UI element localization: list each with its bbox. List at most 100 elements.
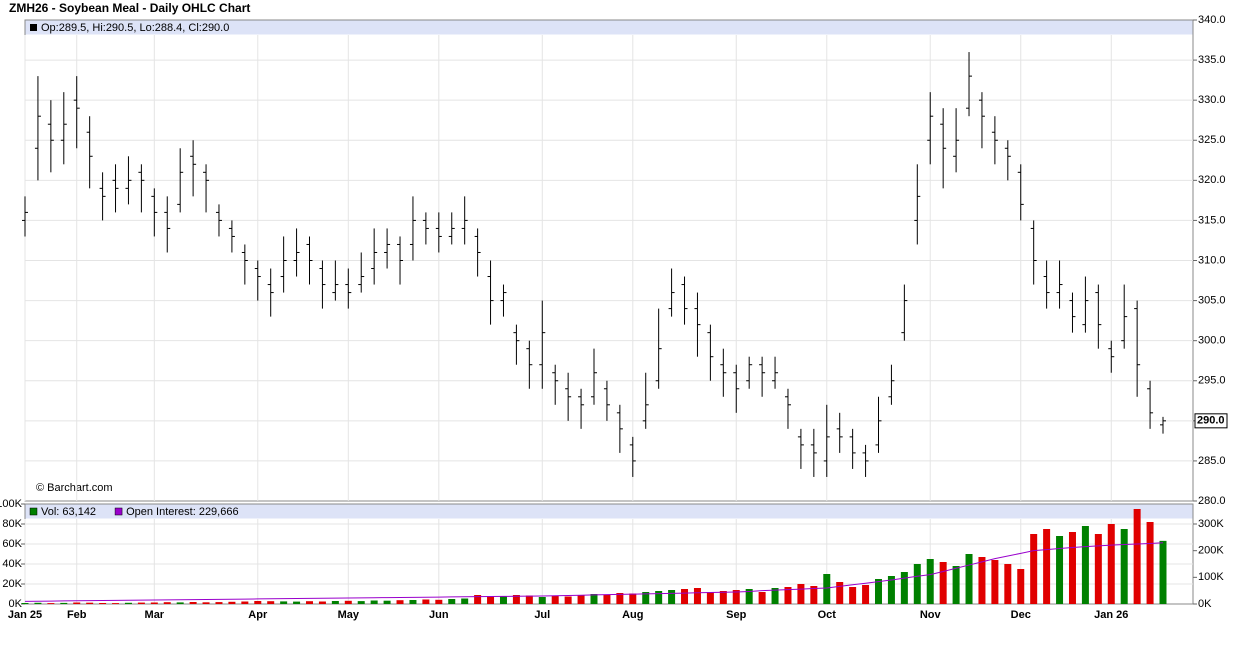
x-tick-label: Apr	[248, 609, 268, 621]
volume-bar	[952, 566, 960, 604]
volume-bar	[875, 579, 882, 604]
volume-bar	[448, 599, 456, 604]
volume-bar	[797, 584, 805, 604]
legend-swatch	[29, 507, 38, 516]
volume-bar	[577, 595, 585, 604]
x-tick-label: Sep	[726, 609, 746, 621]
y-tick-label: 325.0	[1198, 134, 1226, 146]
volume-bar	[1159, 540, 1167, 604]
volume-bar	[564, 596, 572, 604]
volume-bar	[60, 602, 68, 604]
volume-bar	[1043, 529, 1051, 604]
volume-bar	[719, 591, 727, 604]
volume-bar	[21, 603, 29, 604]
x-tick-label: Jun	[429, 609, 449, 621]
volume-bar	[499, 596, 507, 604]
legend-label: Vol: 63,142	[41, 506, 96, 518]
volume-bar	[603, 594, 611, 604]
y-tick-label: 315.0	[1198, 214, 1226, 226]
y2-tick-label: 0K	[1198, 598, 1212, 610]
volume-bar	[163, 602, 171, 604]
volume-bar	[99, 603, 107, 604]
volume-bar	[344, 600, 352, 604]
volume-bar	[900, 572, 908, 604]
y-tick-label: 320.0	[1198, 174, 1226, 186]
volume-bar	[1068, 532, 1076, 604]
last-price-label: 290.0	[1197, 415, 1225, 427]
volume-bar	[396, 600, 404, 604]
volume-bar	[176, 602, 184, 604]
volume-bar	[1146, 522, 1154, 604]
y-tick-label: 295.0	[1198, 375, 1226, 387]
volume-bar	[409, 600, 417, 604]
volume-bar	[318, 601, 326, 604]
volume-bar	[784, 587, 792, 604]
volume-bar	[474, 595, 482, 604]
volume-bar	[991, 560, 999, 604]
y-tick-label: 40K	[2, 558, 22, 570]
volume-bar	[629, 593, 637, 604]
chart-title: ZMH26 - Soybean Meal - Daily OHLC Chart	[9, 1, 250, 15]
volume-bar	[642, 592, 650, 604]
x-tick-label: Aug	[622, 609, 643, 621]
volume-bar	[1094, 534, 1102, 604]
volume-bar	[849, 587, 857, 604]
x-tick-label: Jul	[534, 609, 550, 621]
volume-bar	[370, 600, 378, 604]
y-tick-label: 305.0	[1198, 294, 1226, 306]
volume-bar	[422, 599, 430, 604]
volume-bar	[1017, 569, 1025, 604]
x-tick-label: Feb	[67, 609, 87, 621]
volume-bar	[1056, 536, 1064, 604]
y2-tick-label: 200K	[1198, 545, 1224, 557]
y-tick-label: 310.0	[1198, 254, 1226, 266]
volume-bar	[124, 602, 132, 604]
volume-bar	[913, 564, 921, 604]
volume-bar	[461, 598, 469, 604]
volume-bar	[202, 602, 210, 604]
volume-bar	[681, 589, 689, 604]
y-tick-label: 20K	[2, 578, 22, 590]
y2-tick-label: 300K	[1198, 518, 1224, 530]
volume-bar	[1133, 509, 1141, 604]
y-tick-label: 300.0	[1198, 335, 1226, 347]
x-tick-label: Jan 25	[8, 609, 42, 621]
volume-bar	[810, 586, 818, 604]
volume-bar	[254, 601, 262, 604]
volume-bar	[706, 592, 714, 604]
last-price-box	[1194, 413, 1228, 429]
volume-bar	[1081, 526, 1089, 604]
volume-bar	[86, 602, 94, 604]
volume-bar	[732, 590, 740, 604]
volume-bar	[512, 595, 520, 604]
volume-bar	[487, 596, 495, 604]
volume-bar	[383, 600, 391, 604]
volume-bar	[655, 591, 663, 604]
volume-bar	[34, 602, 42, 604]
volume-bar	[1004, 564, 1012, 604]
price-header-band	[25, 20, 1193, 35]
x-tick-label: Mar	[145, 609, 165, 621]
volume-bar	[1030, 534, 1038, 604]
y-tick-label: 60K	[2, 538, 22, 550]
volume-bar	[836, 582, 844, 604]
y-tick-label: 0K	[9, 598, 23, 610]
volume-bar	[616, 593, 624, 604]
x-tick-label: Jan 26	[1094, 609, 1128, 621]
y-tick-label: 335.0	[1198, 54, 1226, 66]
volume-bar	[331, 601, 339, 604]
volume-bar	[551, 596, 559, 604]
volume-bar	[758, 592, 766, 604]
x-tick-label: Oct	[818, 609, 837, 621]
volume-bar	[823, 574, 831, 604]
ohlc-legend: Op:289.5, Hi:290.5, Lo:288.4, Cl:290.0	[41, 22, 229, 34]
volume-bar	[293, 601, 301, 604]
volume-bar	[1120, 529, 1128, 604]
volume-bar	[357, 601, 365, 604]
volume-bar	[668, 590, 676, 604]
y-tick-label: 280.0	[1198, 495, 1226, 507]
volume-bar	[280, 601, 288, 604]
